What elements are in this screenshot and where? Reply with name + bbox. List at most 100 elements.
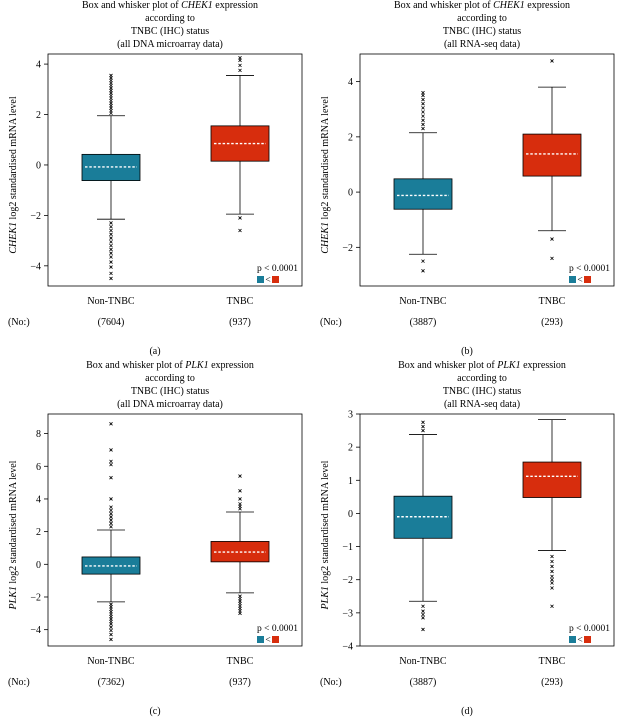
outlier-non-tnbc	[109, 475, 113, 480]
outlier-stroke	[421, 609, 425, 613]
outlier-stroke	[109, 632, 113, 637]
outlier-stroke	[238, 216, 242, 220]
outlier-tnbc	[238, 611, 242, 616]
outlier-tnbc	[550, 564, 554, 569]
count-non-tnbc: (7362)	[98, 677, 125, 688]
outlier-stroke	[109, 255, 113, 259]
outlier-stroke	[109, 521, 113, 526]
outlier-stroke	[421, 118, 425, 123]
outlier-non-tnbc	[109, 524, 113, 529]
outlier-stroke	[238, 55, 242, 60]
p-value-label: p < 0.0001	[569, 264, 610, 274]
chart-title-line4: (all RNA-seq data)	[444, 399, 520, 410]
outlier-non-tnbc	[109, 448, 113, 452]
chart-title-line4: (all DNA microarray data)	[117, 399, 223, 410]
y-tick-label: −2	[342, 243, 353, 254]
outlier-non-tnbc	[109, 505, 113, 509]
outlier-stroke	[421, 604, 425, 609]
p-value-legend: p < 0.0001 <	[257, 624, 298, 646]
outlier-stroke	[238, 228, 242, 233]
x-category-label-tnbc: TNBC	[227, 656, 254, 667]
outlier-stroke	[421, 269, 425, 273]
outlier-tnbc	[550, 581, 554, 585]
y-tick-label: −2	[30, 592, 41, 603]
legend-swatch-tnbc	[584, 276, 591, 283]
x-category-label-tnbc: TNBC	[539, 656, 566, 667]
plot-frame	[47, 53, 303, 287]
count-non-tnbc: (3887)	[410, 317, 437, 328]
outlier-non-tnbc	[109, 462, 113, 467]
outlier-non-tnbc	[421, 627, 425, 632]
y-axis-label: PLK1 log2 standardised mRNA level	[320, 460, 331, 610]
chart-title-line3: TNBC (IHC) status	[131, 26, 209, 37]
outlier-stroke	[109, 422, 113, 426]
y-tick-label: −4	[342, 642, 353, 653]
outlier-non-tnbc	[109, 276, 113, 281]
outlier-stroke	[109, 462, 113, 467]
outlier-tnbc	[238, 55, 242, 60]
outlier-stroke	[421, 428, 425, 433]
outlier-non-tnbc	[421, 616, 425, 620]
outlier-non-tnbc	[109, 73, 113, 78]
outlier-non-tnbc	[109, 521, 113, 526]
outlier-non-tnbc	[421, 110, 425, 114]
outlier-non-tnbc	[109, 459, 113, 464]
outlier-stroke	[109, 221, 113, 225]
chart-title-line4: (all DNA microarray data)	[117, 39, 223, 50]
outlier-stroke	[109, 625, 113, 629]
outlier-tnbc	[238, 68, 242, 73]
x-category-label-tnbc: TNBC	[539, 296, 566, 307]
outlier-non-tnbc	[109, 508, 113, 513]
y-tick-label: 2	[36, 110, 41, 121]
outlier-stroke	[421, 612, 425, 617]
outlier-tnbc	[238, 497, 242, 501]
outlier-stroke	[550, 604, 554, 609]
y-tick-label: −3	[342, 608, 353, 619]
y-tick-label: 2	[348, 443, 353, 454]
y-tick-label: 1	[348, 476, 353, 487]
outlier-non-tnbc	[421, 428, 425, 433]
plot-frame	[47, 413, 303, 647]
y-tick-label: 0	[36, 560, 41, 571]
outlier-stroke	[109, 515, 113, 519]
outlier-non-tnbc	[421, 259, 425, 263]
count-non-tnbc: (3887)	[410, 677, 437, 688]
count-tnbc: (293)	[541, 677, 563, 688]
chart-d: Box and whisker plot of PLK1 expression …	[320, 360, 615, 717]
y-tick-label: 0	[348, 188, 353, 199]
outlier-non-tnbc	[109, 255, 113, 259]
panel-letter: (c)	[149, 706, 160, 717]
y-tick-label: 2	[348, 132, 353, 143]
box-tnbc	[522, 133, 582, 177]
outlier-tnbc	[550, 256, 554, 261]
outlier-stroke	[421, 424, 425, 429]
count-tnbc: (293)	[541, 317, 563, 328]
y-tick-label: 6	[36, 462, 41, 473]
outlier-stroke	[109, 637, 113, 642]
chart-title-line4: (all RNA-seq data)	[444, 39, 520, 50]
y-tick-label: 4	[36, 60, 41, 71]
legend-swatch-non-tnbc	[569, 636, 576, 643]
outlier-stroke	[109, 497, 113, 501]
outlier-non-tnbc	[421, 114, 425, 118]
outlier-stroke	[421, 114, 425, 118]
y-tick-label: −1	[342, 542, 353, 553]
count-tnbc: (937)	[229, 317, 251, 328]
y-tick-label: −2	[342, 575, 353, 586]
outlier-non-tnbc	[109, 247, 113, 252]
outlier-stroke	[238, 63, 242, 68]
p-value-label: p < 0.0001	[569, 624, 610, 634]
chart-a: Box and whisker plot of CHEK1 expression…	[8, 0, 303, 357]
chart-title-line3: TNBC (IHC) status	[131, 386, 209, 397]
outlier-non-tnbc	[109, 243, 113, 248]
outlier-tnbc	[550, 586, 554, 590]
outlier-non-tnbc	[109, 622, 113, 626]
outlier-non-tnbc	[109, 240, 113, 244]
legend-less-than: <	[265, 276, 270, 286]
chart-title-line2: according to	[145, 373, 195, 384]
outlier-stroke	[109, 251, 113, 256]
legend-swatch-tnbc	[272, 636, 279, 643]
outlier-tnbc	[238, 228, 242, 233]
legend-swatch-non-tnbc	[257, 276, 264, 283]
y-axis-label: PLK1 log2 standardised mRNA level	[8, 460, 19, 610]
